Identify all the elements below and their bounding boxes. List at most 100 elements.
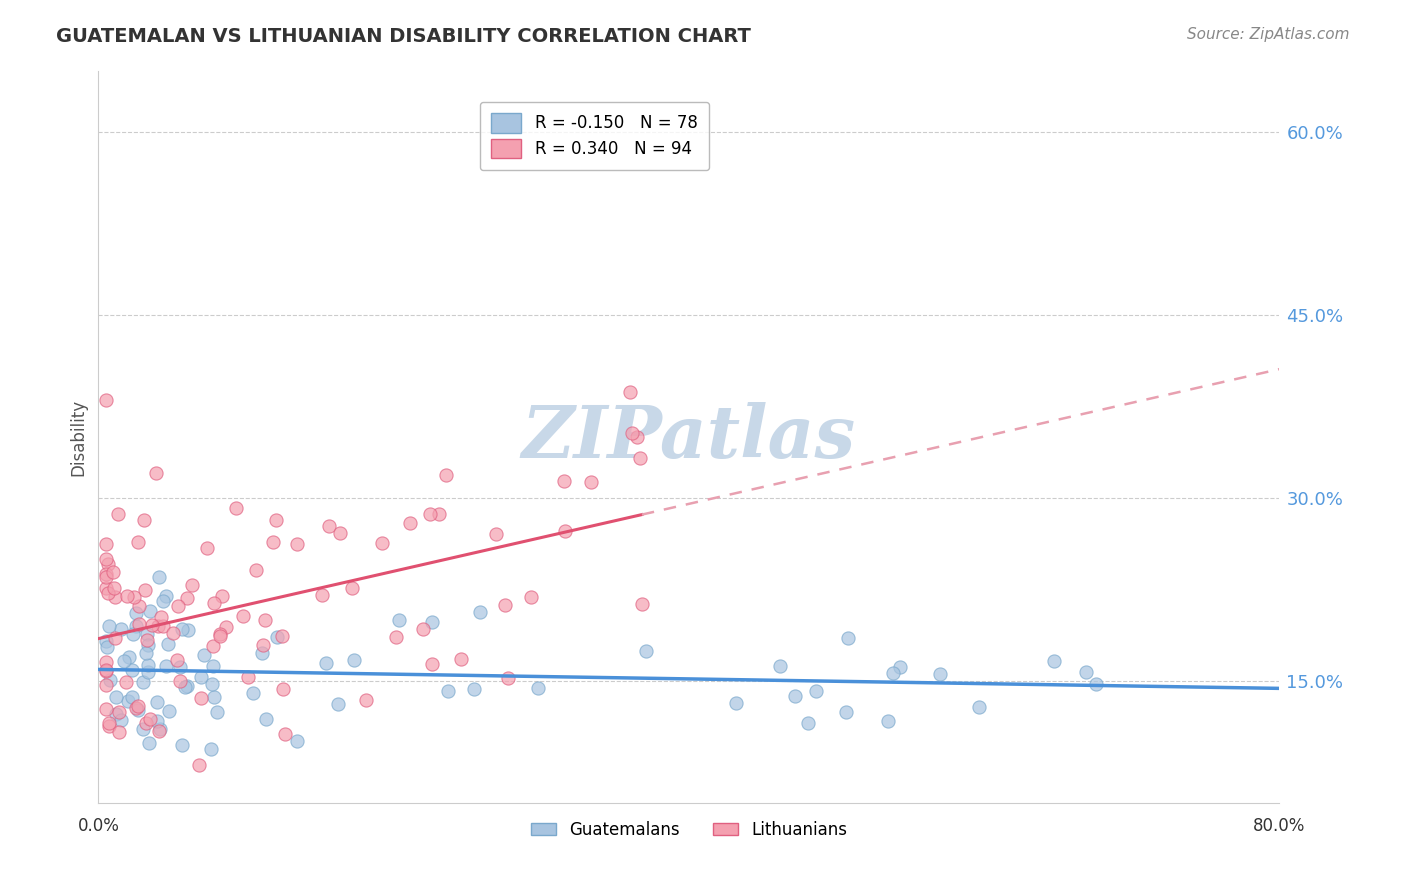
Text: ZIPatlas: ZIPatlas bbox=[522, 401, 856, 473]
Point bbox=[107, 724, 129, 739]
Point bbox=[146, 619, 169, 633]
Point bbox=[148, 723, 170, 738]
Point bbox=[266, 630, 288, 644]
Point bbox=[117, 694, 139, 708]
Point bbox=[157, 638, 180, 652]
Point bbox=[929, 667, 952, 681]
Point bbox=[127, 703, 149, 717]
Point bbox=[636, 644, 658, 658]
Point bbox=[271, 629, 294, 643]
Point bbox=[112, 654, 135, 668]
Point bbox=[149, 723, 172, 737]
Point bbox=[141, 617, 163, 632]
Point bbox=[104, 631, 127, 645]
Point bbox=[769, 659, 792, 673]
Point bbox=[103, 581, 125, 595]
Point bbox=[520, 591, 543, 605]
Point bbox=[329, 526, 352, 541]
Point bbox=[121, 663, 143, 677]
Point bbox=[98, 715, 121, 730]
Point bbox=[107, 507, 129, 521]
Point bbox=[579, 475, 602, 489]
Point bbox=[139, 712, 162, 726]
Point bbox=[134, 513, 156, 527]
Point bbox=[837, 632, 859, 646]
Point bbox=[273, 681, 295, 696]
Point bbox=[115, 674, 138, 689]
Point bbox=[343, 652, 366, 666]
Point bbox=[285, 537, 308, 551]
Point bbox=[225, 500, 247, 515]
Point bbox=[132, 675, 155, 690]
Legend: Guatemalans, Lithuanians: Guatemalans, Lithuanians bbox=[524, 814, 853, 846]
Y-axis label: Disability: Disability bbox=[69, 399, 87, 475]
Point bbox=[94, 537, 117, 551]
Point bbox=[124, 606, 146, 620]
Point bbox=[626, 430, 648, 444]
Point bbox=[118, 650, 141, 665]
Point bbox=[94, 678, 117, 692]
Point bbox=[232, 608, 254, 623]
Text: Source: ZipAtlas.com: Source: ZipAtlas.com bbox=[1187, 27, 1350, 42]
Point bbox=[155, 658, 177, 673]
Point bbox=[105, 690, 128, 704]
Point bbox=[427, 507, 450, 521]
Point bbox=[419, 507, 441, 521]
Point bbox=[553, 524, 575, 538]
Point bbox=[200, 742, 222, 756]
Point bbox=[122, 626, 145, 640]
Point bbox=[326, 698, 349, 712]
Point bbox=[412, 622, 434, 636]
Point bbox=[131, 722, 153, 736]
Point bbox=[134, 583, 156, 598]
Point bbox=[152, 619, 174, 633]
Point bbox=[122, 591, 145, 605]
Point bbox=[180, 578, 202, 592]
Text: 80.0%: 80.0% bbox=[1253, 816, 1306, 835]
Point bbox=[110, 713, 132, 727]
Point bbox=[195, 541, 218, 556]
Point bbox=[96, 640, 118, 655]
Point bbox=[797, 716, 820, 731]
Point bbox=[967, 699, 990, 714]
Point bbox=[384, 630, 406, 644]
Point bbox=[145, 695, 167, 709]
Point bbox=[108, 705, 131, 719]
Point bbox=[274, 726, 297, 740]
Point bbox=[190, 691, 212, 706]
Point bbox=[190, 670, 212, 684]
Point bbox=[420, 657, 443, 671]
Point bbox=[834, 705, 856, 719]
Point bbox=[262, 534, 284, 549]
Point bbox=[103, 565, 125, 579]
Point bbox=[127, 698, 149, 713]
Point bbox=[387, 613, 409, 627]
Point bbox=[94, 664, 117, 678]
Point bbox=[882, 666, 904, 681]
Point bbox=[94, 634, 117, 648]
Point bbox=[553, 475, 575, 489]
Point bbox=[631, 597, 654, 611]
Point bbox=[94, 551, 117, 566]
Point bbox=[94, 655, 117, 669]
Point bbox=[628, 451, 651, 466]
Point bbox=[136, 657, 159, 672]
Point bbox=[193, 648, 215, 663]
Point bbox=[148, 570, 170, 584]
Point bbox=[1043, 654, 1066, 668]
Point bbox=[463, 682, 485, 697]
Point bbox=[342, 581, 364, 595]
Point bbox=[121, 690, 143, 705]
Point bbox=[209, 629, 232, 643]
Point bbox=[527, 681, 550, 696]
Point bbox=[496, 671, 519, 685]
Point bbox=[468, 605, 491, 619]
Point bbox=[115, 589, 138, 603]
Point bbox=[238, 670, 260, 684]
Point bbox=[494, 598, 516, 612]
Point bbox=[450, 652, 472, 666]
Point bbox=[371, 535, 394, 549]
Point bbox=[285, 734, 308, 748]
Point bbox=[253, 613, 276, 627]
Point bbox=[889, 660, 911, 674]
